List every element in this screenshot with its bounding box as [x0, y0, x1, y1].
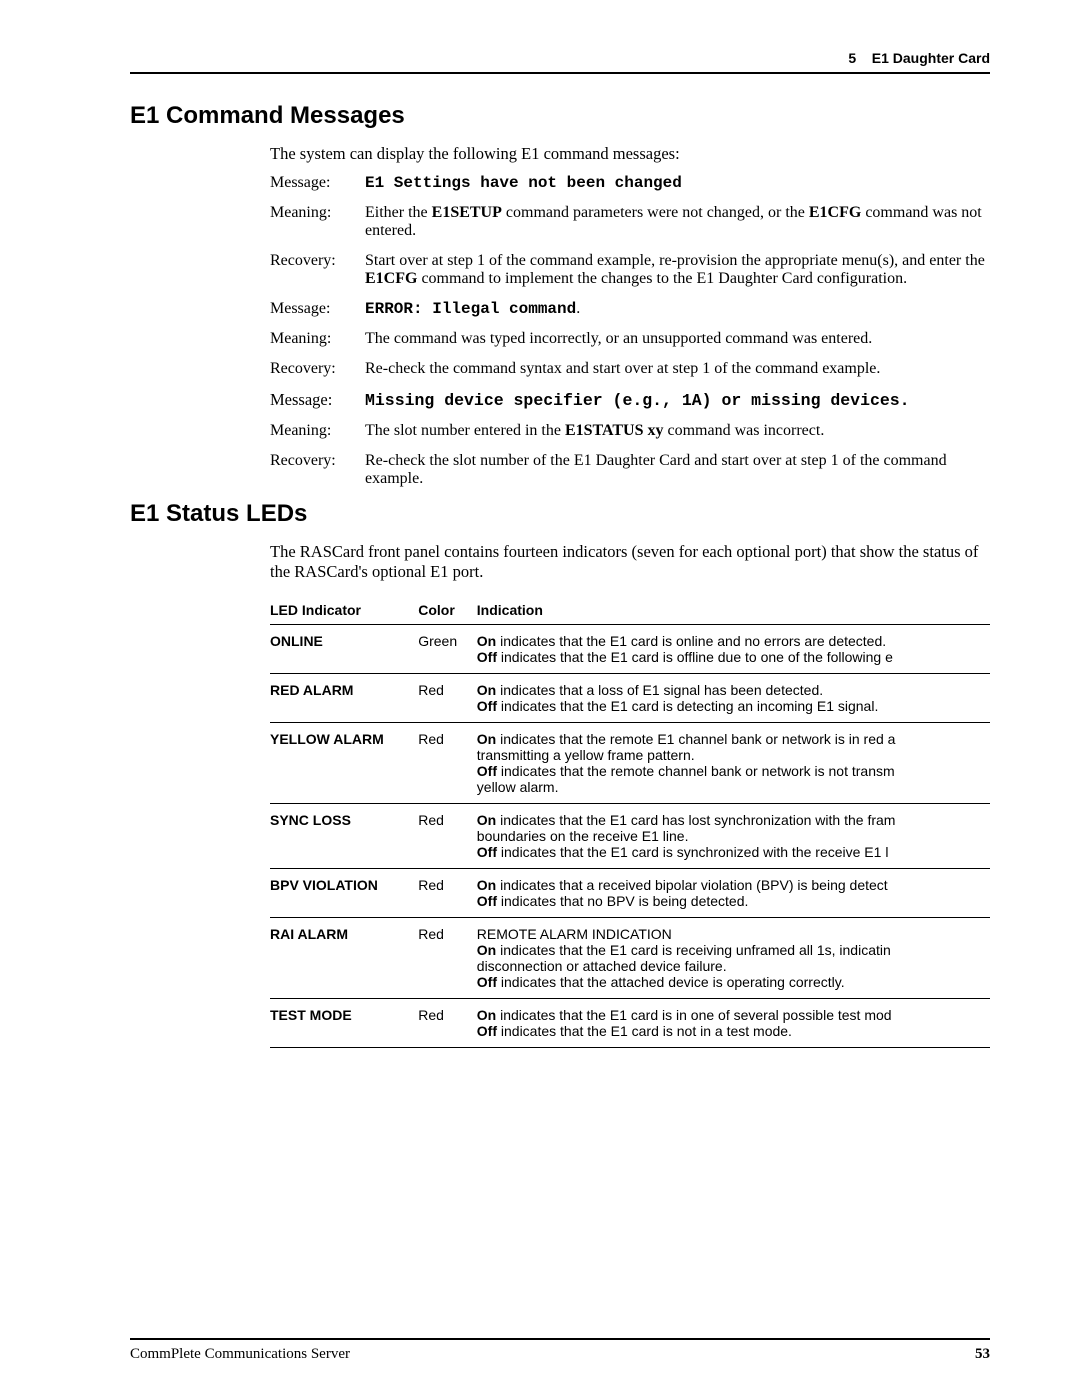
section1-body: The system can display the following E1 …: [270, 144, 990, 488]
table-row: YELLOW ALARMRedOn indicates that the rem…: [270, 723, 990, 804]
recovery-row: Recovery: Re-check the command syntax an…: [270, 360, 990, 378]
label-recovery: Recovery:: [270, 252, 365, 288]
cell-indication: On indicates that a loss of E1 signal ha…: [477, 674, 990, 723]
cell-color: Green: [418, 625, 477, 674]
recovery-text: Start over at step 1 of the command exam…: [365, 252, 990, 288]
text-span: Start over at step 1 of the command exam…: [365, 252, 985, 269]
section1-intro: The system can display the following E1 …: [270, 144, 990, 164]
recovery-row: Recovery: Re-check the slot number of th…: [270, 452, 990, 488]
cell-indication: On indicates that a received bipolar vio…: [477, 869, 990, 918]
led-table: LED Indicator Color Indication ONLINEGre…: [270, 596, 990, 1048]
label-recovery: Recovery:: [270, 452, 365, 488]
message-row: Message:Missing device specifier (e.g., …: [270, 390, 990, 410]
recovery-row: Recovery: Start over at step 1 of the co…: [270, 252, 990, 288]
cell-color: Red: [418, 918, 477, 999]
text-bold: E1CFG: [365, 270, 417, 287]
recovery-text: Re-check the slot number of the E1 Daugh…: [365, 452, 990, 488]
text-span: command parameters were not changed, or …: [502, 204, 809, 221]
text-span: command to implement the changes to the …: [417, 270, 907, 287]
section2-intro: The RASCard front panel contains fourtee…: [270, 542, 990, 582]
cell-color: Red: [418, 723, 477, 804]
label-message: Message:: [270, 390, 365, 410]
table-header-row: LED Indicator Color Indication: [270, 596, 990, 625]
meaning-text: Either the E1SETUP command parameters we…: [365, 204, 990, 240]
label-meaning: Meaning:: [270, 422, 365, 440]
cell-color: Red: [418, 869, 477, 918]
cell-indicator: TEST MODE: [270, 999, 418, 1048]
cell-indicator: ONLINE: [270, 625, 418, 674]
text-span: The slot number entered in the: [365, 422, 565, 439]
table-row: BPV VIOLATIONRedOn indicates that a rece…: [270, 869, 990, 918]
page-footer: CommPlete Communications Server 53: [130, 1338, 990, 1363]
page: 5 E1 Daughter Card E1 Command Messages T…: [0, 0, 1080, 1397]
section-title-e1-command-messages: E1 Command Messages: [130, 102, 990, 130]
message-text: Missing device specifier (e.g., 1A) or m…: [365, 391, 910, 410]
text-bold: E1STATUS xy: [565, 422, 664, 439]
text-span: Either the: [365, 204, 432, 221]
cell-indicator: RAI ALARM: [270, 918, 418, 999]
message-text: ERROR: Illegal command: [365, 300, 576, 318]
message-row: Message: ERROR: Illegal command.: [270, 300, 990, 318]
meaning-text: The command was typed incorrectly, or an…: [365, 330, 990, 348]
cell-indicator: BPV VIOLATION: [270, 869, 418, 918]
cell-indication: REMOTE ALARM INDICATIONOn indicates that…: [477, 918, 990, 999]
recovery-text: Re-check the command syntax and start ov…: [365, 360, 990, 378]
label-meaning: Meaning:: [270, 330, 365, 348]
label-meaning: Meaning:: [270, 204, 365, 240]
cell-indicator: SYNC LOSS: [270, 804, 418, 869]
table-row: ONLINEGreenOn indicates that the E1 card…: [270, 625, 990, 674]
text-span: .: [576, 300, 580, 317]
cell-indicator: RED ALARM: [270, 674, 418, 723]
chapter-number: 5: [848, 50, 856, 66]
table-row: RAI ALARMRedREMOTE ALARM INDICATIONOn in…: [270, 918, 990, 999]
chapter-title: E1 Daughter Card: [872, 50, 990, 66]
cell-color: Red: [418, 999, 477, 1048]
label-message: Message:: [270, 174, 365, 192]
meaning-row: Meaning: The slot number entered in the …: [270, 422, 990, 440]
th-led-indicator: LED Indicator: [270, 596, 418, 625]
label-recovery: Recovery:: [270, 360, 365, 378]
cell-indication: On indicates that the remote E1 channel …: [477, 723, 990, 804]
table-row: TEST MODERedOn indicates that the E1 car…: [270, 999, 990, 1048]
cell-indication: On indicates that the E1 card is online …: [477, 625, 990, 674]
running-header: 5 E1 Daughter Card: [130, 50, 990, 74]
table-row: RED ALARMRedOn indicates that a loss of …: [270, 674, 990, 723]
meaning-text: The slot number entered in the E1STATUS …: [365, 422, 990, 440]
cell-indication: On indicates that the E1 card is in one …: [477, 999, 990, 1048]
text-bold: E1SETUP: [432, 204, 502, 221]
section-title-e1-status-leds: E1 Status LEDs: [130, 500, 990, 528]
page-number: 53: [975, 1346, 990, 1363]
message-text: E1 Settings have not been changed: [365, 174, 682, 192]
table-row: SYNC LOSSRedOn indicates that the E1 car…: [270, 804, 990, 869]
section2-body: The RASCard front panel contains fourtee…: [270, 542, 990, 1048]
th-color: Color: [418, 596, 477, 625]
footer-left: CommPlete Communications Server: [130, 1346, 350, 1363]
meaning-row: Meaning: Either the E1SETUP command para…: [270, 204, 990, 240]
text-bold: E1CFG: [809, 204, 861, 221]
cell-color: Red: [418, 674, 477, 723]
cell-indicator: YELLOW ALARM: [270, 723, 418, 804]
cell-color: Red: [418, 804, 477, 869]
message-row: Message: E1 Settings have not been chang…: [270, 174, 990, 192]
meaning-row: Meaning: The command was typed incorrect…: [270, 330, 990, 348]
text-span: command was incorrect.: [663, 422, 824, 439]
th-indication: Indication: [477, 596, 990, 625]
label-message: Message:: [270, 300, 365, 318]
cell-indication: On indicates that the E1 card has lost s…: [477, 804, 990, 869]
